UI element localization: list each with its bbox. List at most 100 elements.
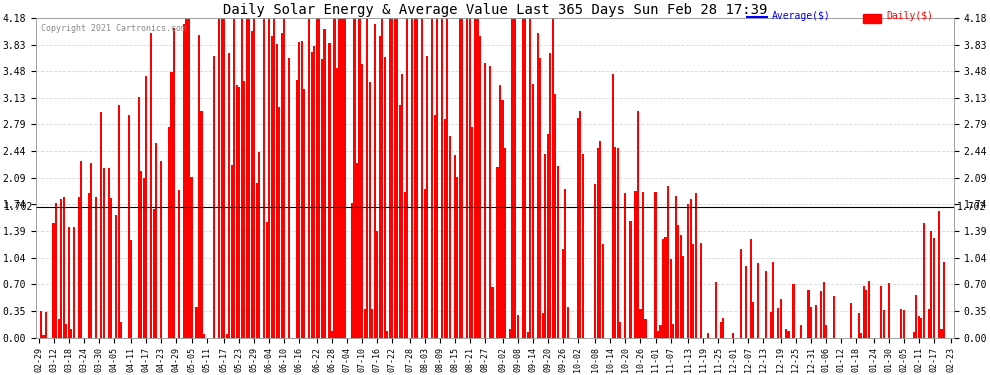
Bar bbox=[850, 303, 852, 338]
Text: Average($): Average($) bbox=[772, 11, 831, 21]
Bar bbox=[556, 166, 558, 338]
Bar bbox=[344, 18, 346, 338]
Bar bbox=[466, 18, 468, 338]
Bar bbox=[857, 313, 859, 338]
Bar bbox=[815, 305, 817, 338]
Title: Daily Solar Energy & Average Value Last 365 Days Sun Feb 28 17:39: Daily Solar Energy & Average Value Last … bbox=[223, 3, 767, 17]
Bar bbox=[664, 237, 666, 338]
Bar bbox=[551, 18, 553, 338]
Bar bbox=[404, 192, 406, 338]
Bar bbox=[474, 18, 476, 338]
Bar bbox=[933, 238, 935, 338]
Bar bbox=[456, 177, 458, 338]
Bar bbox=[351, 202, 353, 338]
Bar bbox=[938, 211, 940, 338]
Bar bbox=[155, 143, 157, 338]
Bar bbox=[780, 299, 782, 338]
Bar bbox=[110, 198, 112, 338]
Bar bbox=[642, 192, 644, 338]
Bar bbox=[432, 18, 434, 338]
Bar bbox=[690, 199, 692, 338]
Bar bbox=[448, 136, 450, 338]
Bar bbox=[391, 18, 393, 338]
Bar bbox=[373, 24, 375, 338]
Bar bbox=[823, 282, 825, 338]
Bar bbox=[319, 18, 321, 338]
Bar bbox=[720, 322, 722, 338]
Bar bbox=[512, 18, 514, 338]
Bar bbox=[489, 66, 491, 338]
Bar bbox=[70, 329, 72, 338]
Bar bbox=[72, 227, 74, 338]
Bar bbox=[150, 33, 152, 338]
Bar bbox=[496, 167, 499, 338]
Bar bbox=[599, 141, 601, 338]
Bar bbox=[40, 311, 43, 338]
Bar bbox=[662, 239, 664, 338]
Bar bbox=[644, 319, 646, 338]
Bar bbox=[479, 36, 481, 338]
Bar bbox=[928, 309, 930, 338]
Bar bbox=[188, 18, 190, 338]
Bar bbox=[672, 324, 674, 338]
Bar bbox=[250, 32, 252, 338]
Bar bbox=[341, 18, 344, 338]
Bar bbox=[579, 111, 581, 338]
Bar bbox=[203, 334, 205, 338]
Bar bbox=[376, 231, 378, 338]
Bar bbox=[785, 328, 787, 338]
Bar bbox=[679, 235, 682, 338]
Bar bbox=[386, 331, 388, 338]
Bar bbox=[316, 18, 318, 338]
Bar bbox=[303, 89, 306, 338]
Bar bbox=[281, 33, 283, 338]
Bar bbox=[733, 333, 735, 338]
Bar bbox=[108, 168, 110, 338]
Bar bbox=[715, 282, 717, 338]
Bar bbox=[527, 332, 529, 338]
Bar bbox=[170, 72, 172, 338]
Bar bbox=[103, 168, 105, 338]
Bar bbox=[411, 18, 413, 338]
Bar bbox=[87, 193, 90, 338]
Bar bbox=[612, 74, 614, 338]
Bar bbox=[218, 18, 220, 338]
Bar bbox=[424, 189, 426, 338]
Bar bbox=[597, 148, 599, 338]
Bar bbox=[120, 322, 123, 338]
Bar bbox=[416, 18, 419, 338]
Bar bbox=[381, 18, 383, 338]
Bar bbox=[880, 286, 882, 338]
Bar bbox=[540, 58, 542, 338]
Bar bbox=[389, 18, 391, 338]
Bar bbox=[744, 266, 746, 338]
Bar bbox=[141, 171, 143, 338]
Bar bbox=[394, 18, 396, 338]
Bar bbox=[421, 18, 424, 338]
Bar bbox=[749, 239, 751, 338]
Bar bbox=[740, 249, 742, 338]
Bar bbox=[138, 97, 140, 338]
Bar bbox=[549, 53, 551, 338]
Bar bbox=[223, 18, 225, 338]
Bar bbox=[60, 199, 62, 338]
Bar bbox=[677, 225, 679, 338]
Bar bbox=[865, 290, 867, 338]
Bar bbox=[867, 280, 870, 338]
Bar bbox=[808, 290, 810, 338]
Bar bbox=[923, 223, 925, 338]
Bar bbox=[273, 18, 275, 338]
Bar bbox=[314, 46, 316, 338]
Bar bbox=[442, 18, 444, 338]
Bar bbox=[657, 331, 659, 338]
Bar bbox=[544, 154, 546, 338]
Bar bbox=[434, 115, 436, 338]
Bar bbox=[532, 84, 534, 338]
Bar bbox=[65, 324, 67, 338]
Bar bbox=[625, 193, 627, 338]
Bar bbox=[514, 18, 516, 338]
Bar bbox=[561, 249, 563, 338]
Bar bbox=[195, 307, 198, 338]
Bar bbox=[356, 163, 358, 338]
Bar bbox=[883, 309, 885, 338]
